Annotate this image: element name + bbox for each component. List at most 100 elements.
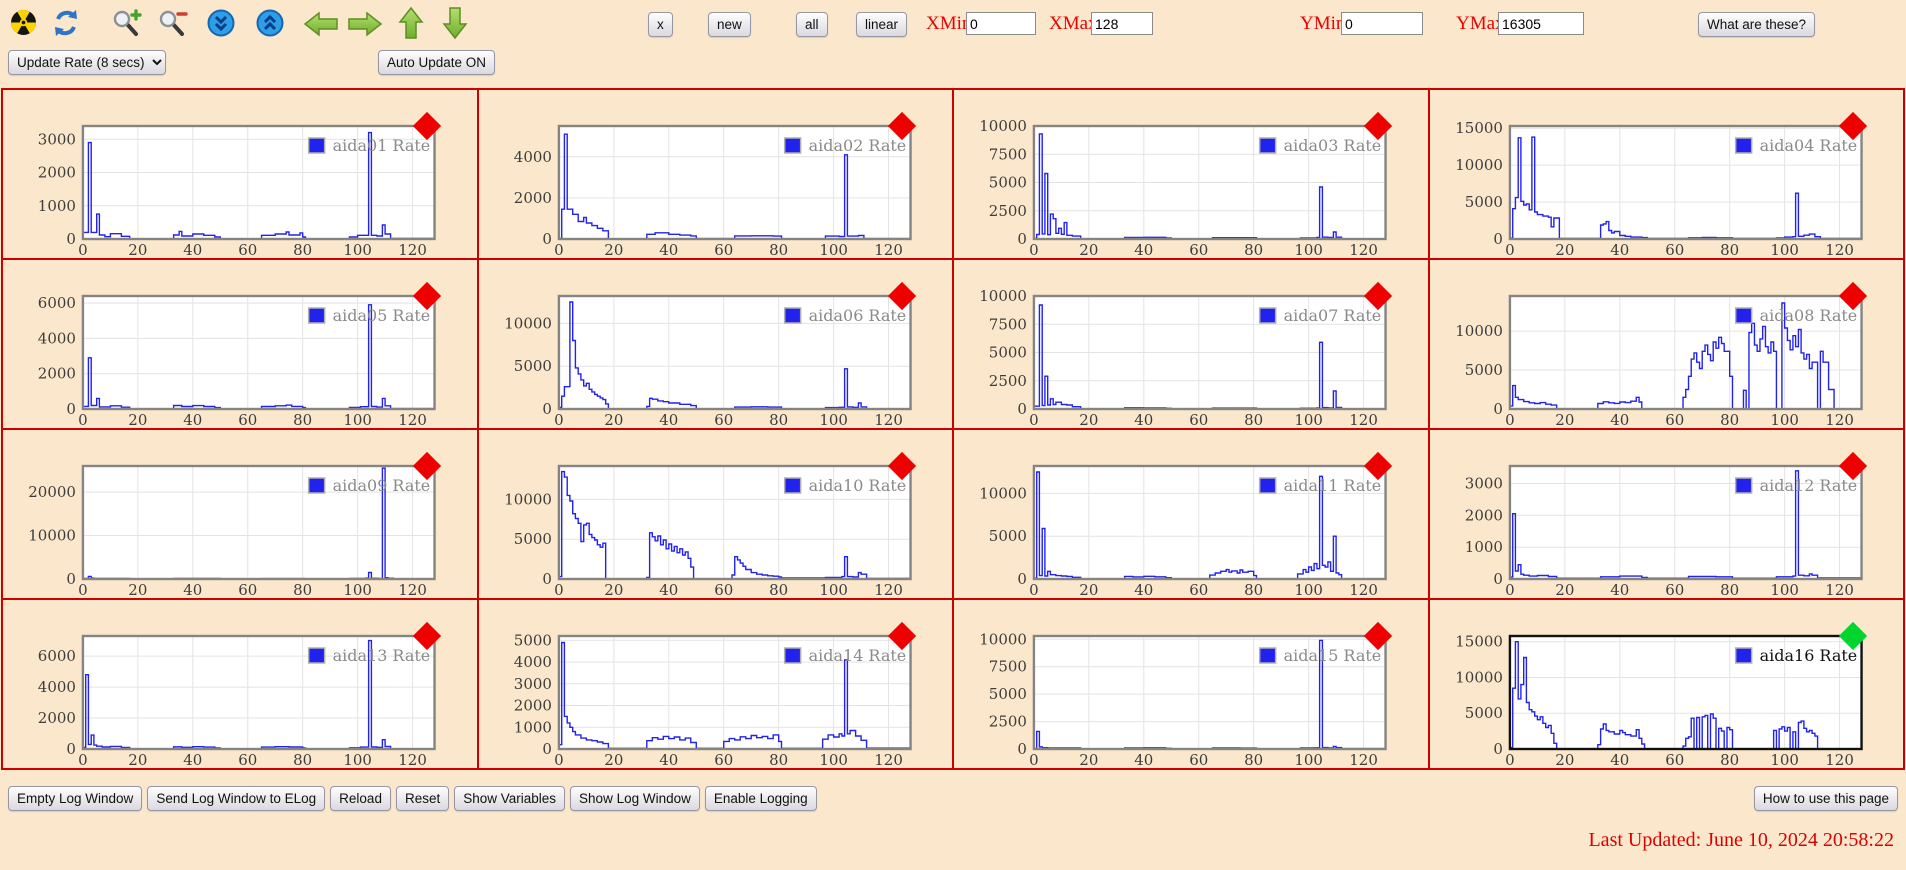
rate-histogram-aida02[interactable]: 0 20 40 60 80 100 120 0 2000 4000 aida02 Rate [479, 90, 953, 258]
rate-histogram-aida15[interactable]: 0 20 40 60 80 100 120 0 2500 5000 7500 10000 aida15 … [954, 600, 1428, 768]
svg-text:100: 100 [343, 751, 372, 768]
svg-text:60: 60 [238, 241, 257, 258]
svg-text:0: 0 [78, 411, 88, 428]
auto-update-button[interactable]: Auto Update ON [378, 50, 496, 75]
rate-histogram-aida01[interactable]: 0 20 40 60 80 100 120 0 1000 2000 3000 aida01 Rate [3, 90, 477, 258]
svg-text:80: 80 [769, 241, 788, 258]
reload-button[interactable]: Reload [330, 786, 391, 811]
update-rate-select[interactable]: Update Rate (8 secs) [8, 50, 166, 75]
svg-text:100: 100 [1770, 411, 1799, 428]
new-button[interactable]: new [708, 12, 751, 37]
arrow-right-icon[interactable] [347, 11, 383, 42]
rate-histogram-aida04[interactable]: 0 20 40 60 80 100 120 0 5000 10000 15000 aida04 Rat… [1430, 90, 1904, 258]
show-variables-button[interactable]: Show Variables [454, 786, 566, 811]
chart-cell-aida02: 0 20 40 60 80 100 120 0 2000 4000 aida02 Rate [476, 88, 954, 260]
empty-log-window-button[interactable]: Empty Log Window [8, 786, 143, 811]
svg-text:100: 100 [1294, 241, 1323, 258]
svg-text:5000: 5000 [513, 357, 551, 375]
arrow-left-icon[interactable] [303, 11, 339, 42]
svg-text:80: 80 [1244, 581, 1263, 598]
rate-histogram-aida07[interactable]: 0 20 40 60 80 100 120 0 2500 5000 7500 10000 aida07 … [954, 260, 1428, 428]
rate-histogram-aida13[interactable]: 0 20 40 60 80 100 120 0 2000 4000 6000 aida13 Rate [3, 600, 477, 768]
svg-text:2500: 2500 [989, 713, 1027, 731]
refresh-icon[interactable] [52, 9, 80, 42]
rate-histogram-aida11[interactable]: 0 20 40 60 80 100 120 0 5000 10000 aida11 Rate [954, 430, 1428, 598]
rate-histogram-aida10[interactable]: 0 20 40 60 80 100 120 0 5000 10000 aida10 Rate [479, 430, 953, 598]
x-scale-button[interactable]: x [648, 12, 673, 37]
svg-text:60: 60 [1665, 581, 1684, 598]
what-are-these-button[interactable]: What are these? [1698, 12, 1816, 37]
svg-text:aida07 Rate: aida07 Rate [1284, 306, 1382, 325]
arrow-down-icon[interactable] [442, 6, 468, 45]
scroll-up-icon[interactable] [256, 9, 284, 42]
enable-logging-button[interactable]: Enable Logging [704, 786, 817, 811]
svg-text:1000: 1000 [1464, 538, 1502, 556]
ymax-input[interactable] [1498, 12, 1584, 35]
all-button[interactable]: all [796, 12, 828, 37]
how-to-use-button[interactable]: How to use this page [1753, 786, 1898, 811]
xmin-input[interactable] [966, 12, 1036, 35]
svg-text:100: 100 [819, 411, 848, 428]
svg-text:0: 0 [554, 751, 564, 768]
svg-text:120: 120 [1349, 411, 1378, 428]
rate-histogram-aida03[interactable]: 0 20 40 60 80 100 120 0 2500 5000 7500 10000 aida03 … [954, 90, 1428, 258]
svg-text:60: 60 [714, 411, 733, 428]
rate-histogram-aida05[interactable]: 0 20 40 60 80 100 120 0 2000 4000 6000 aida05 Rate [3, 260, 477, 428]
svg-text:60: 60 [1189, 411, 1208, 428]
svg-text:120: 120 [874, 581, 903, 598]
svg-text:120: 120 [1349, 751, 1378, 768]
svg-text:0: 0 [542, 230, 552, 248]
svg-text:20: 20 [128, 581, 147, 598]
svg-text:120: 120 [398, 581, 427, 598]
svg-text:10000: 10000 [1455, 156, 1503, 174]
send-log-to-elog-button[interactable]: Send Log Window to ELog [147, 786, 326, 811]
svg-text:0: 0 [542, 400, 552, 418]
svg-text:2500: 2500 [989, 202, 1027, 220]
rate-histogram-aida16[interactable]: 0 20 40 60 80 100 120 0 5000 10000 15000 aida16 Rat… [1430, 600, 1904, 768]
xmax-input[interactable] [1091, 12, 1153, 35]
ymin-input[interactable] [1341, 12, 1423, 35]
svg-text:5000: 5000 [989, 343, 1027, 361]
zoom-in-icon[interactable] [112, 9, 142, 42]
svg-text:0: 0 [554, 411, 564, 428]
rate-histogram-aida09[interactable]: 0 20 40 60 80 100 120 0 10000 20000 aida09 Rate [3, 430, 477, 598]
svg-text:40: 40 [659, 411, 678, 428]
svg-text:100: 100 [343, 241, 372, 258]
chart-cell-aida06: 0 20 40 60 80 100 120 0 5000 10000 aida06 Rate [476, 258, 954, 430]
svg-text:80: 80 [1244, 411, 1263, 428]
svg-text:2000: 2000 [513, 189, 551, 207]
svg-text:5000: 5000 [513, 530, 551, 548]
svg-text:20: 20 [604, 241, 623, 258]
arrow-up-icon[interactable] [398, 6, 424, 45]
svg-text:7500: 7500 [989, 658, 1027, 676]
svg-text:0: 0 [1029, 581, 1039, 598]
rate-histogram-aida12[interactable]: 0 20 40 60 80 100 120 0 1000 2000 3000 aida12 Rate [1430, 430, 1904, 598]
rate-histogram-aida08[interactable]: 0 20 40 60 80 100 120 0 5000 10000 aida08 Rate [1430, 260, 1904, 428]
svg-text:0: 0 [78, 581, 88, 598]
svg-text:60: 60 [1665, 241, 1684, 258]
svg-text:aida10 Rate: aida10 Rate [808, 476, 906, 495]
svg-text:3000: 3000 [1464, 474, 1502, 492]
svg-text:1000: 1000 [38, 197, 76, 215]
svg-text:3000: 3000 [513, 675, 551, 693]
svg-text:60: 60 [1665, 411, 1684, 428]
rate-histogram-aida14[interactable]: 0 20 40 60 80 100 120010002000300040005000aida… [479, 600, 953, 768]
rate-histogram-aida06[interactable]: 0 20 40 60 80 100 120 0 5000 10000 aida06 Rate [479, 260, 953, 428]
svg-text:100: 100 [819, 581, 848, 598]
reset-button[interactable]: Reset [395, 786, 450, 811]
linear-button[interactable]: linear [856, 12, 908, 37]
svg-text:60: 60 [1189, 751, 1208, 768]
svg-text:15000: 15000 [1455, 633, 1503, 651]
svg-text:60: 60 [238, 581, 257, 598]
svg-text:0: 0 [78, 241, 88, 258]
svg-text:3000: 3000 [38, 130, 76, 148]
bottom-toolbar: Empty Log Window Send Log Window to ELog… [0, 770, 1906, 811]
radiation-icon[interactable] [10, 9, 37, 41]
show-log-window-button[interactable]: Show Log Window [570, 786, 700, 811]
svg-text:60: 60 [1189, 581, 1208, 598]
svg-text:0: 0 [1017, 570, 1027, 588]
zoom-out-icon[interactable] [158, 9, 188, 42]
scroll-down-icon[interactable] [207, 9, 235, 42]
svg-text:2000: 2000 [38, 365, 76, 383]
svg-text:100: 100 [1294, 751, 1323, 768]
